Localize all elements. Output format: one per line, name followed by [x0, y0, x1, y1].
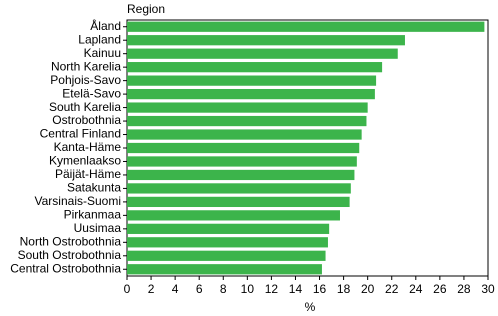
bar [127, 156, 357, 167]
y-tick-label: Satakunta [67, 181, 121, 195]
x-tick-label: 28 [457, 282, 471, 296]
y-tick-label: Kymenlaakso [49, 154, 121, 168]
bar [127, 88, 375, 100]
bar [127, 250, 326, 261]
x-tick-label: 2 [148, 282, 155, 296]
x-tick-label: 30 [481, 282, 495, 296]
y-tick-label: Pohjois-Savo [50, 73, 121, 87]
bar [127, 21, 485, 32]
y-tick-label: South Karelia [49, 100, 121, 114]
x-tick-label: 20 [361, 282, 375, 296]
y-tick-label: North Ostrobothnia [20, 234, 122, 248]
y-tick-label: Åland [90, 18, 121, 33]
y-tick-label: Varsinais-Suomi [35, 194, 121, 208]
x-tick-label: 14 [289, 282, 303, 296]
y-tick-label: South Ostrobothnia [18, 248, 122, 262]
y-axis-title: Region [127, 2, 165, 16]
y-tick-label: Lapland [78, 32, 121, 46]
bar [127, 237, 328, 248]
y-tick-label: Kanta-Häme [54, 140, 122, 154]
bar [127, 223, 330, 234]
bar [127, 183, 351, 194]
y-tick-label: Central Ostrobothnia [10, 261, 121, 275]
bar [127, 129, 362, 140]
x-tick-label: 24 [409, 282, 423, 296]
x-tick-label: 0 [124, 282, 131, 296]
bar [127, 48, 398, 59]
x-axis-title: % [305, 300, 316, 314]
y-tick-label: Etelä-Savo [62, 86, 121, 100]
y-tick-label: Päijät-Häme [55, 167, 121, 181]
y-tick-label: Kainuu [84, 46, 121, 60]
x-tick-label: 22 [385, 282, 399, 296]
bar [127, 169, 355, 181]
x-tick-label: 6 [196, 282, 203, 296]
bar [127, 102, 368, 113]
bar [127, 115, 367, 127]
bar [127, 196, 350, 208]
x-tick-label: 4 [172, 282, 179, 296]
x-tick-label: 12 [265, 282, 279, 296]
y-tick-label: Pirkanmaa [64, 208, 122, 222]
bar [127, 75, 377, 86]
bar [127, 264, 322, 275]
y-tick-label: North Karelia [51, 59, 121, 73]
x-tick-label: 10 [241, 282, 255, 296]
y-tick-label: Central Finland [40, 127, 121, 141]
x-tick-label: 16 [313, 282, 327, 296]
bar [127, 62, 383, 73]
y-tick-label: Ostrobothnia [52, 113, 121, 127]
x-tick-label: 26 [433, 282, 447, 296]
bar [127, 142, 360, 154]
bar [127, 210, 340, 221]
bar [127, 35, 405, 46]
y-tick-label: Uusimaa [74, 221, 122, 235]
x-tick-label: 8 [220, 282, 227, 296]
x-tick-label: 18 [337, 282, 351, 296]
